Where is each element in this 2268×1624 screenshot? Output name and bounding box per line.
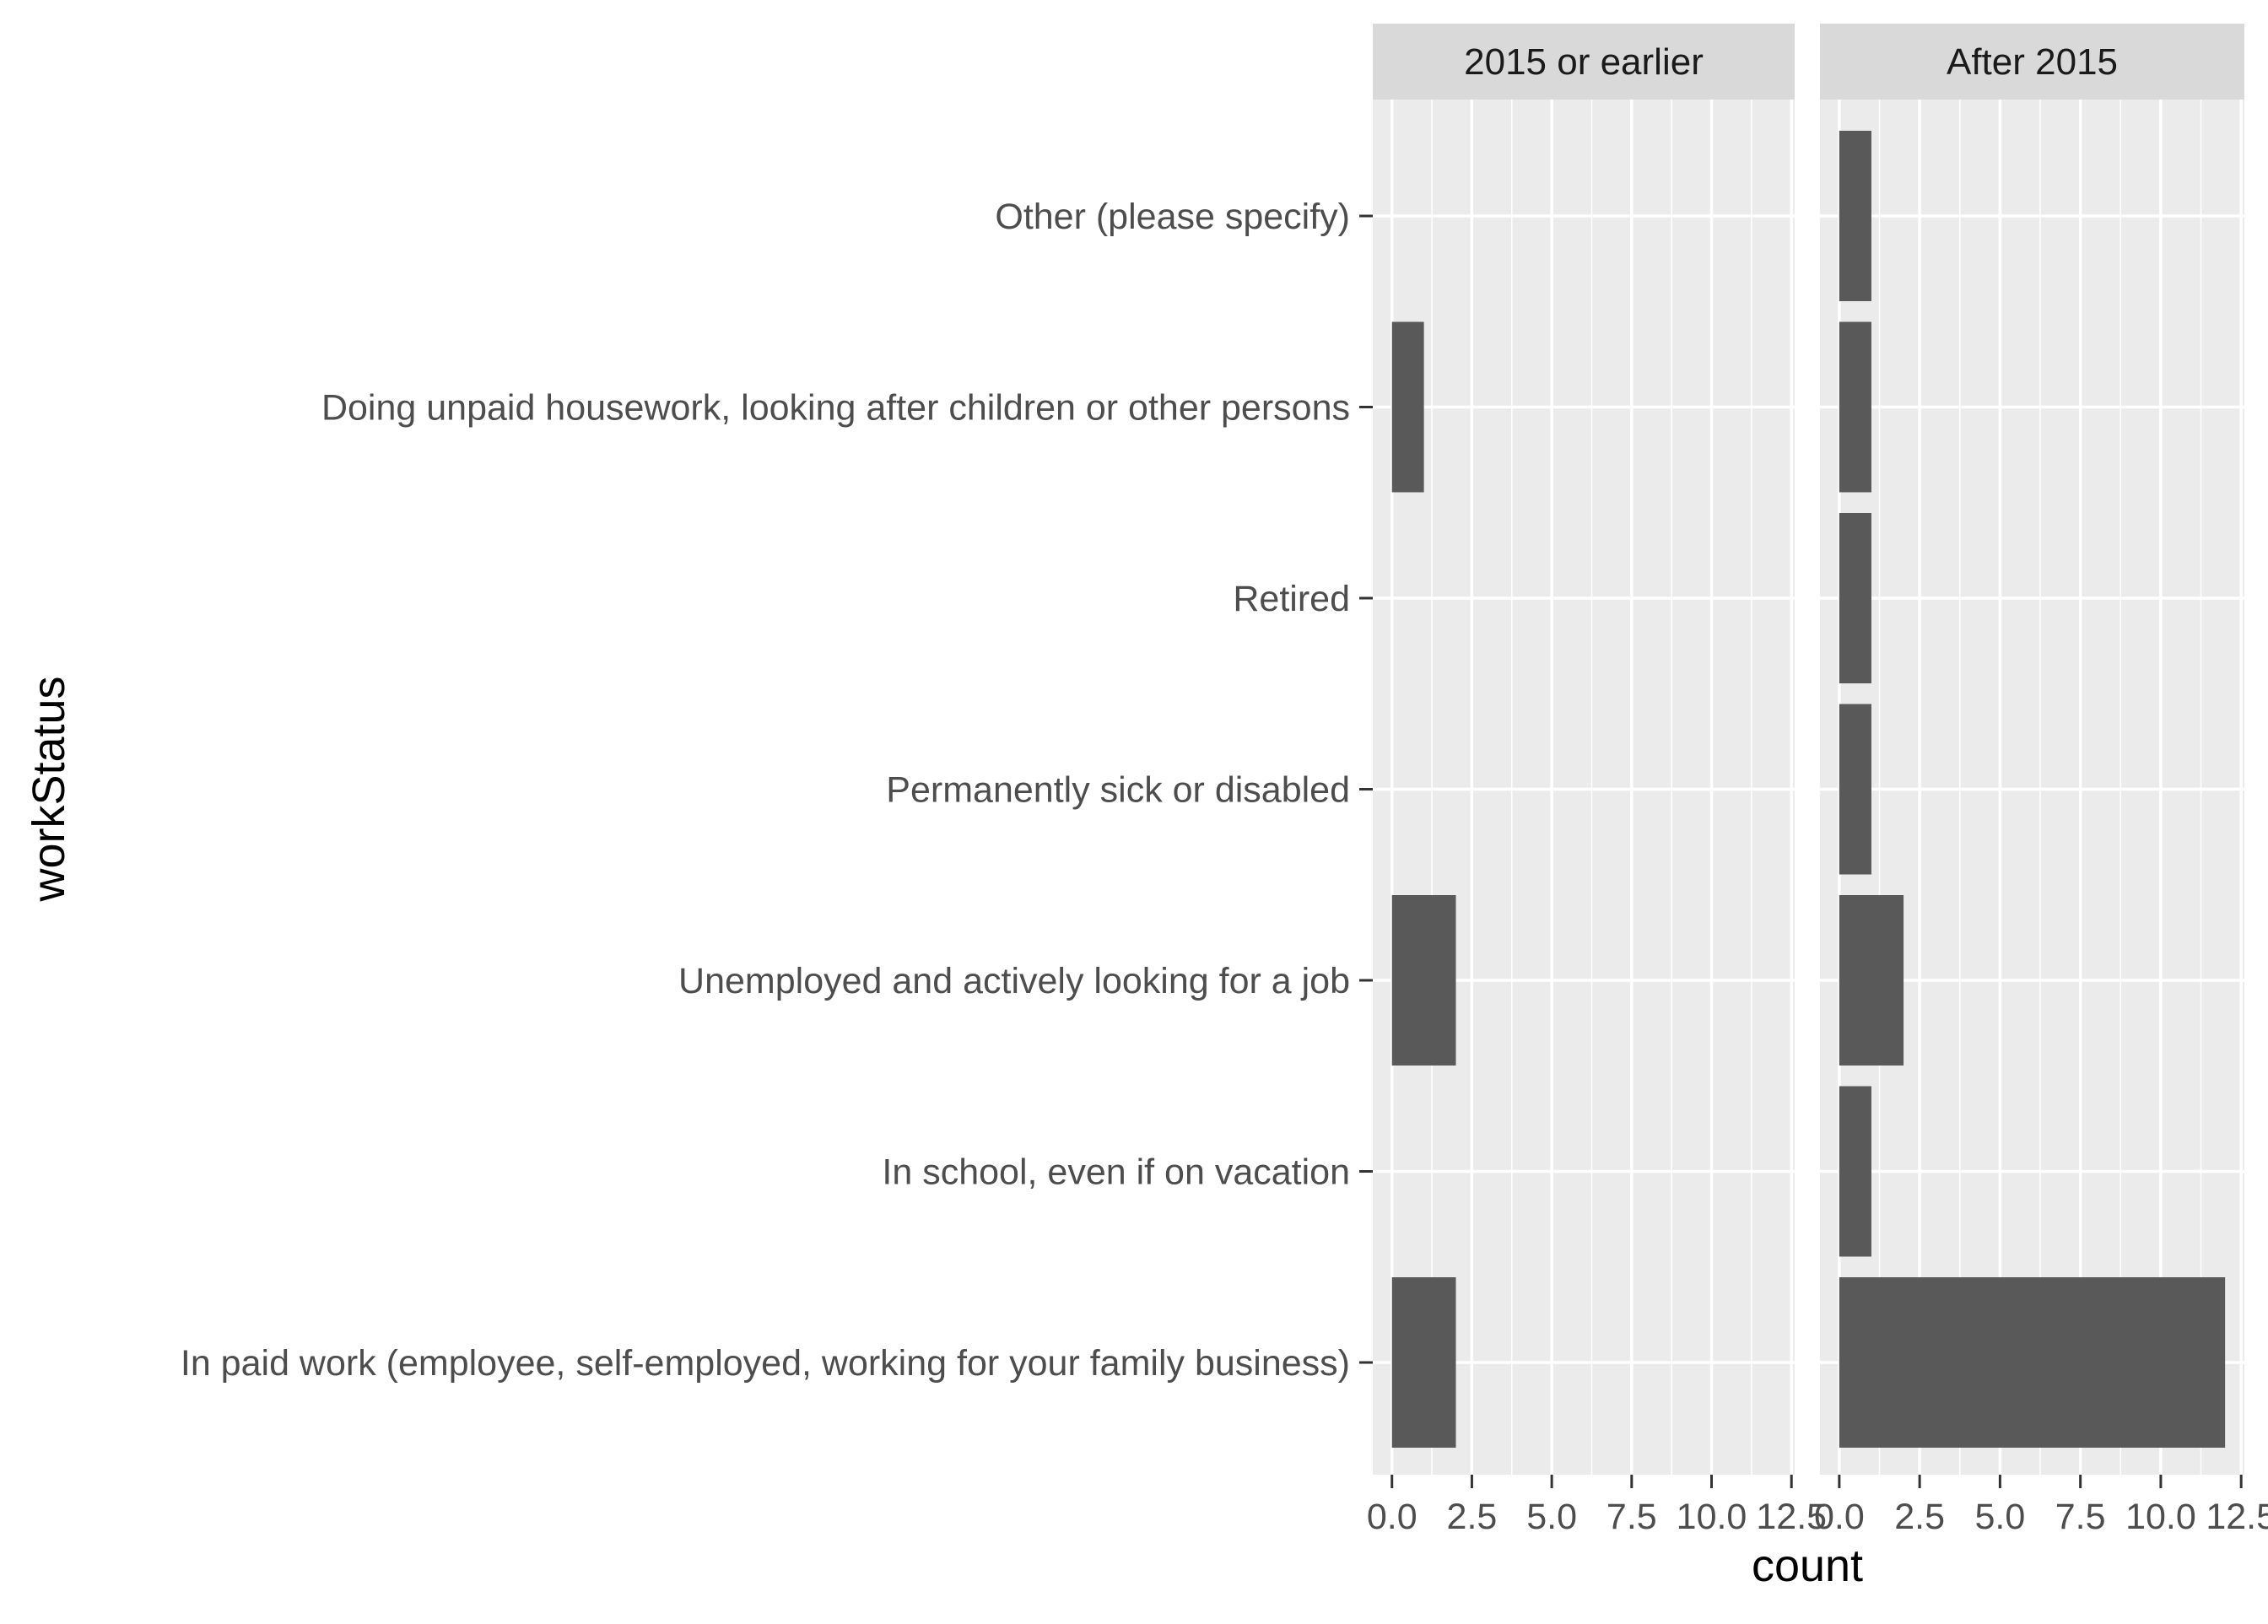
x-tick-label: 2.5 [1447, 1497, 1498, 1537]
bar [1839, 704, 1871, 875]
bar [1839, 513, 1871, 683]
y-tick-label: Unemployed and actively looking for a jo… [678, 961, 1350, 1001]
x-tick-label: 0.0 [1367, 1497, 1418, 1537]
bar [1839, 131, 1871, 301]
x-tick-label: 12.5 [1756, 1497, 1827, 1537]
x-tick-label: 7.5 [1606, 1497, 1657, 1537]
y-tick-label: Other (please specify) [995, 197, 1350, 237]
bar [1839, 321, 1871, 493]
x-tick-label: 2.5 [1894, 1497, 1945, 1537]
x-tick-label: 10.0 [2125, 1497, 2196, 1537]
x-tick-label: 5.0 [1975, 1497, 2026, 1537]
bar [1839, 1277, 2226, 1448]
facet-panel-1: 2015 or earlier 0.0 2.5 5.0 7.5 10.0 12.5 [1367, 24, 1827, 1537]
x-tick-label: 7.5 [2055, 1497, 2106, 1537]
facet-strip-label: 2015 or earlier [1464, 41, 1704, 83]
y-tick-labels: Other (please specify) Doing unpaid house… [181, 197, 1373, 1384]
y-tick-label: In paid work (employee, self-employed, w… [181, 1343, 1350, 1384]
facet-panel-2: After 2015 0.0 2.5 5.0 7.5 10.0 12.5 [1814, 24, 2268, 1537]
x-tick-label: 5.0 [1526, 1497, 1577, 1537]
x-tick-label: 0.0 [1814, 1497, 1865, 1537]
x-tick-label: 10.0 [1677, 1497, 1747, 1537]
y-tick-label: In school, even if on vacation [882, 1152, 1350, 1193]
bar [1839, 1086, 1871, 1257]
y-axis-title: workStatus [24, 676, 74, 902]
y-tick-label: Doing unpaid housework, looking after ch… [321, 388, 1350, 429]
bar [1391, 321, 1424, 493]
bar [1391, 1277, 1456, 1448]
facet-strip-label: After 2015 [1947, 41, 2118, 83]
y-tick-label: Retired [1233, 579, 1350, 619]
facet-strip [1373, 24, 1795, 100]
panel-background [1373, 100, 1795, 1475]
y-tick-label: Permanently sick or disabled [886, 770, 1350, 811]
panel-background [1820, 100, 2244, 1475]
x-axis-title: count [1752, 1540, 1863, 1591]
x-tick-label: 12.5 [2206, 1497, 2268, 1537]
facet-strip [1820, 24, 2244, 100]
bar [1839, 895, 1904, 1066]
bar [1391, 895, 1456, 1066]
